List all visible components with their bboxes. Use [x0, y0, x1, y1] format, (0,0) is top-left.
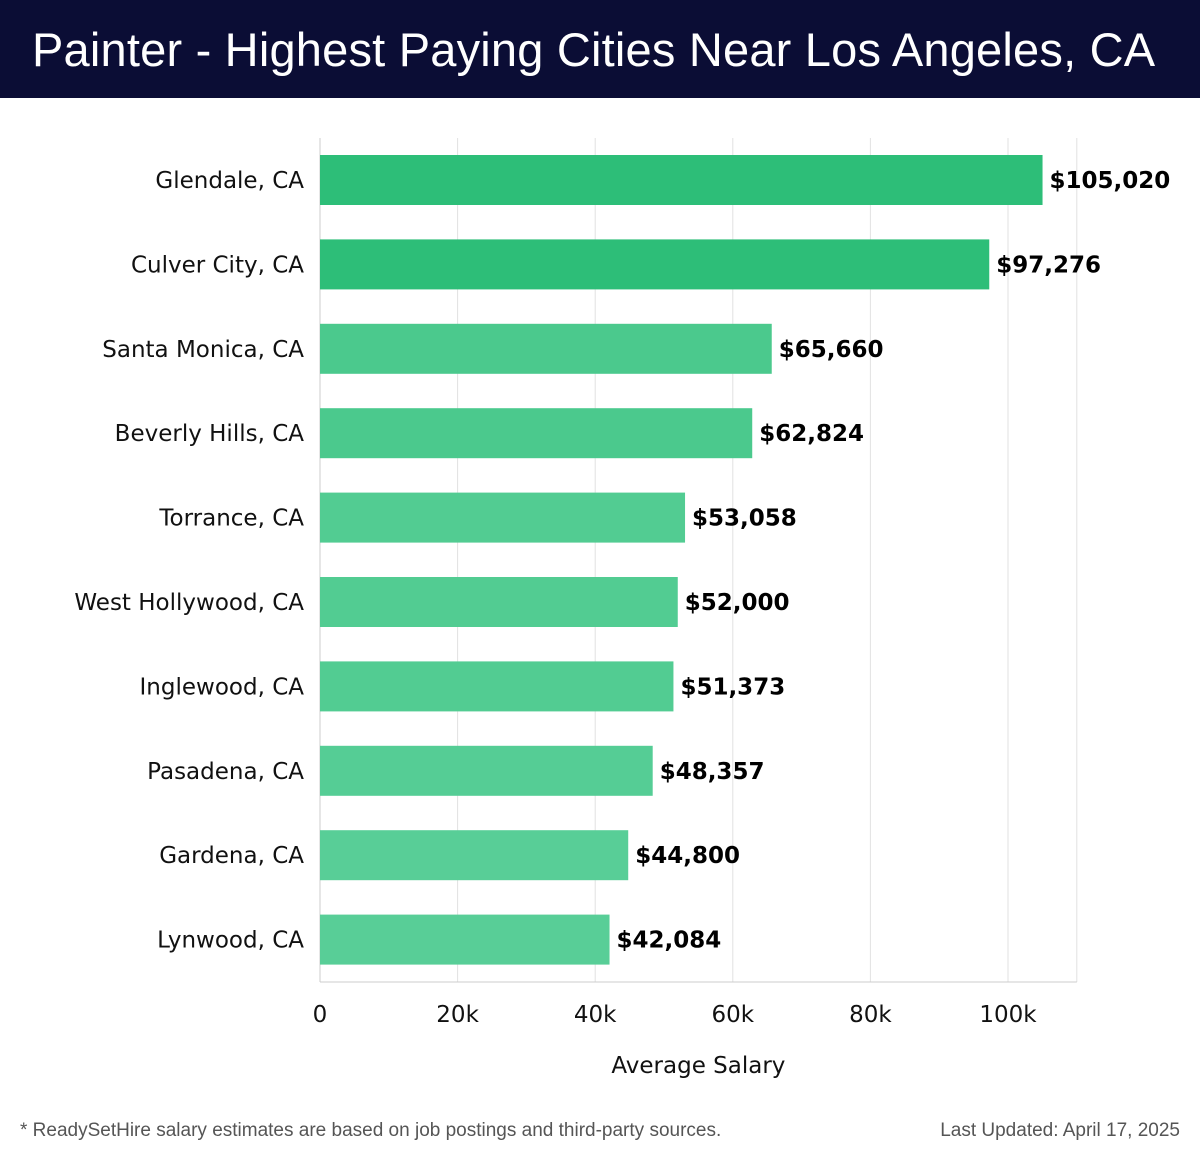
category-label: Santa Monica, CA: [102, 337, 304, 363]
chart-title: Painter - Highest Paying Cities Near Los…: [32, 23, 1156, 76]
category-label: Pasadena, CA: [147, 759, 304, 785]
last-updated: Last Updated: April 17, 2025: [940, 1120, 1180, 1141]
x-axis-title: Average Salary: [611, 1053, 785, 1079]
category-label: Torrance, CA: [158, 506, 304, 532]
bar: [320, 492, 686, 543]
bar: [320, 914, 610, 965]
chart-header: Painter - Highest Paying Cities Near Los…: [0, 0, 1200, 98]
bar: [320, 239, 990, 290]
bar-chart: 0 20k 40k 60k 80k 100k Glendale, CA $105,020 Cul…: [74, 138, 1171, 1079]
x-tick-label: 100k: [979, 1002, 1037, 1028]
bar: [320, 745, 653, 796]
category-label: Glendale, CA: [155, 168, 304, 194]
category-label: Beverly Hills, CA: [115, 421, 305, 447]
bar: [320, 661, 674, 712]
data-label: $105,020: [1050, 168, 1171, 194]
category-label: Inglewood, CA: [140, 674, 305, 700]
category-label: Gardena, CA: [159, 843, 304, 869]
category-label: West Hollywood, CA: [74, 590, 304, 616]
x-tick-label: 40k: [574, 1002, 617, 1028]
x-tick-label: 80k: [849, 1002, 892, 1028]
data-label: $42,084: [617, 928, 722, 954]
category-label: Culver City, CA: [131, 252, 304, 278]
data-label: $97,276: [996, 252, 1101, 278]
x-tick-label: 20k: [436, 1002, 479, 1028]
bar: [320, 577, 678, 627]
category-label: Lynwood, CA: [157, 928, 304, 954]
data-label: $48,357: [660, 759, 765, 785]
data-label: $62,824: [759, 421, 864, 447]
data-label: $53,058: [692, 506, 797, 532]
bar: [320, 323, 772, 374]
data-label: $52,000: [685, 590, 790, 616]
footnote: * ReadySetHire salary estimates are base…: [20, 1120, 722, 1141]
bar: [320, 155, 1043, 205]
data-label: $65,660: [779, 337, 884, 363]
x-tick-label: 0: [313, 1002, 328, 1028]
data-label: $44,800: [635, 843, 740, 869]
data-label: $51,373: [680, 674, 785, 700]
bar: [320, 830, 629, 881]
x-tick-label: 60k: [712, 1002, 755, 1028]
bar: [320, 408, 753, 459]
